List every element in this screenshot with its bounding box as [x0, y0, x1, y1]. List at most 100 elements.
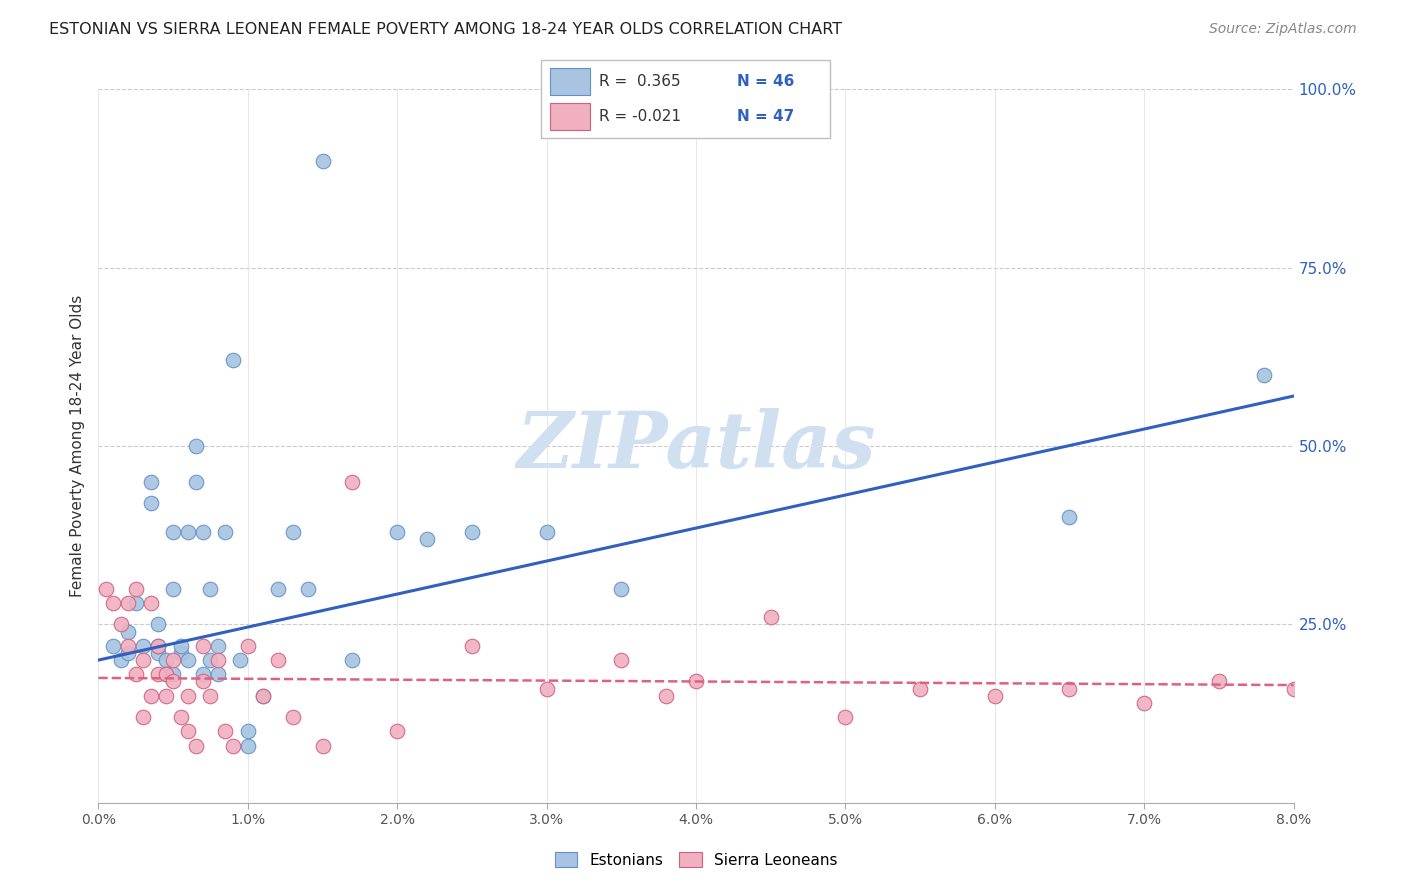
- Point: [155, 689, 177, 703]
- Point: [267, 653, 290, 667]
- Point: [155, 667, 177, 681]
- Point: [177, 524, 200, 539]
- Point: [125, 596, 148, 610]
- Point: [610, 582, 633, 596]
- Point: [184, 475, 207, 489]
- Point: [236, 639, 259, 653]
- Point: [214, 724, 236, 739]
- Point: [229, 653, 252, 667]
- Legend: Estonians, Sierra Leoneans: Estonians, Sierra Leoneans: [548, 846, 844, 873]
- Point: [148, 639, 170, 653]
- Point: [281, 710, 304, 724]
- Point: [267, 582, 290, 596]
- Point: [311, 739, 333, 753]
- Text: Source: ZipAtlas.com: Source: ZipAtlas.com: [1209, 22, 1357, 37]
- Text: R =  0.365: R = 0.365: [599, 74, 681, 89]
- Point: [1282, 681, 1305, 696]
- Point: [685, 674, 707, 689]
- Point: [139, 689, 162, 703]
- Point: [1059, 681, 1081, 696]
- Point: [207, 639, 229, 653]
- Point: [110, 617, 132, 632]
- Point: [103, 596, 125, 610]
- Point: [132, 710, 155, 724]
- Point: [461, 639, 484, 653]
- Point: [169, 646, 191, 660]
- Point: [191, 639, 214, 653]
- Point: [297, 582, 319, 596]
- Point: [416, 532, 439, 546]
- Point: [155, 653, 177, 667]
- Point: [162, 653, 184, 667]
- Text: ESTONIAN VS SIERRA LEONEAN FEMALE POVERTY AMONG 18-24 YEAR OLDS CORRELATION CHAR: ESTONIAN VS SIERRA LEONEAN FEMALE POVERT…: [49, 22, 842, 37]
- Point: [214, 524, 236, 539]
- Point: [536, 681, 558, 696]
- Point: [117, 639, 139, 653]
- Text: R = -0.021: R = -0.021: [599, 109, 681, 124]
- Point: [207, 667, 229, 681]
- Point: [759, 610, 782, 624]
- Point: [155, 667, 177, 681]
- Point: [139, 475, 162, 489]
- Point: [148, 667, 170, 681]
- Point: [117, 646, 139, 660]
- Point: [222, 739, 245, 753]
- Point: [162, 582, 184, 596]
- Point: [342, 475, 364, 489]
- Point: [139, 496, 162, 510]
- Point: [139, 596, 162, 610]
- Point: [1133, 696, 1156, 710]
- Point: [200, 582, 222, 596]
- Point: [536, 524, 558, 539]
- Point: [655, 689, 678, 703]
- Point: [177, 689, 200, 703]
- Point: [169, 639, 191, 653]
- FancyBboxPatch shape: [550, 103, 591, 130]
- Point: [385, 724, 409, 739]
- Point: [177, 653, 200, 667]
- Point: [132, 653, 155, 667]
- Point: [908, 681, 931, 696]
- Point: [117, 596, 139, 610]
- Point: [236, 739, 259, 753]
- Point: [191, 524, 214, 539]
- Point: [461, 524, 484, 539]
- Point: [984, 689, 1007, 703]
- Point: [610, 653, 633, 667]
- Point: [184, 739, 207, 753]
- Point: [125, 582, 148, 596]
- Point: [191, 667, 214, 681]
- FancyBboxPatch shape: [541, 60, 830, 138]
- Point: [110, 653, 132, 667]
- Point: [132, 639, 155, 653]
- Point: [148, 639, 170, 653]
- Point: [1059, 510, 1081, 524]
- Point: [207, 653, 229, 667]
- Point: [222, 353, 245, 368]
- Point: [252, 689, 274, 703]
- Point: [200, 689, 222, 703]
- Point: [148, 646, 170, 660]
- Point: [177, 724, 200, 739]
- Point: [162, 524, 184, 539]
- Point: [191, 674, 214, 689]
- Point: [1253, 368, 1275, 382]
- Point: [200, 653, 222, 667]
- Point: [125, 667, 148, 681]
- Text: N = 47: N = 47: [737, 109, 794, 124]
- Point: [94, 582, 117, 596]
- Point: [162, 674, 184, 689]
- Text: ZIPatlas: ZIPatlas: [516, 408, 876, 484]
- Point: [236, 724, 259, 739]
- Point: [162, 667, 184, 681]
- Text: N = 46: N = 46: [737, 74, 794, 89]
- Point: [834, 710, 856, 724]
- Point: [252, 689, 274, 703]
- Point: [169, 710, 191, 724]
- Point: [148, 617, 170, 632]
- Point: [342, 653, 364, 667]
- Point: [281, 524, 304, 539]
- Point: [311, 153, 333, 168]
- Point: [184, 439, 207, 453]
- Point: [385, 524, 409, 539]
